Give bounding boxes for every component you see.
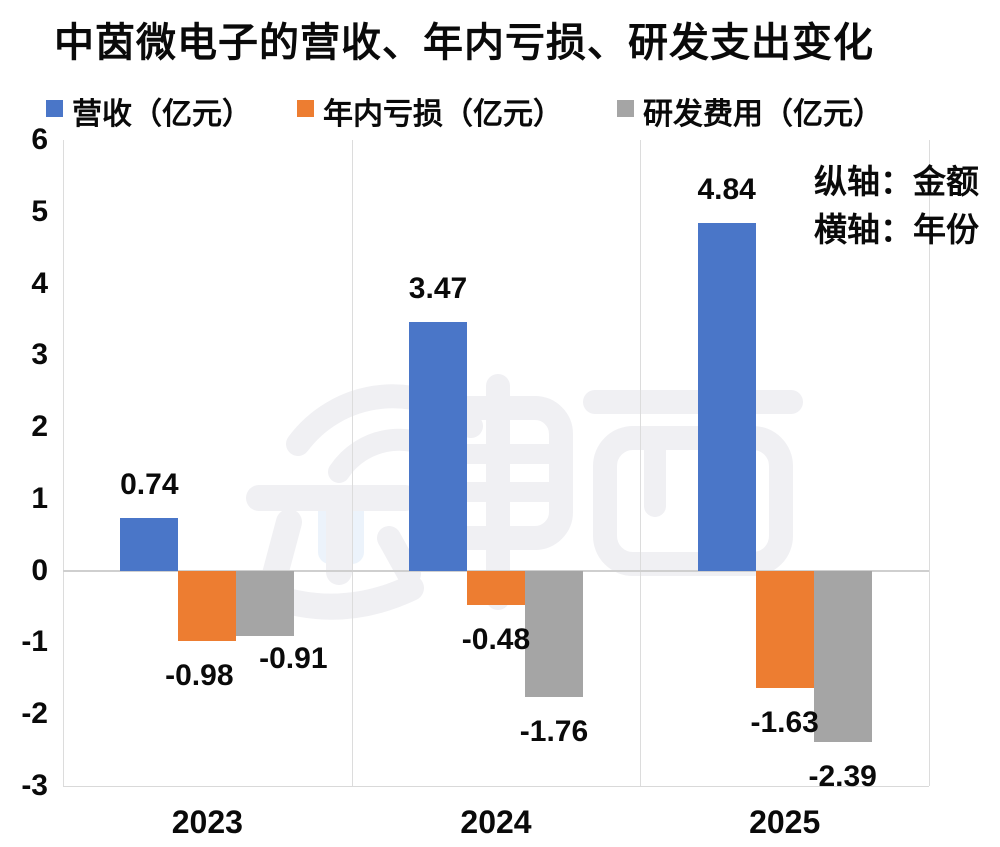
chart-title: 中茵微电子的营收、年内亏损、研发支出变化 — [54, 21, 874, 65]
y-tick-label: -3 — [21, 769, 48, 802]
plot-bottom-border — [63, 786, 929, 787]
legend-item-2: 研发费用（亿元） — [617, 99, 883, 133]
bar-value-label: -0.91 — [259, 641, 328, 675]
y-tick-label: 5 — [31, 194, 48, 228]
bar-2023-s1 — [178, 570, 237, 641]
bar-value-label: -0.48 — [461, 623, 531, 657]
gridline-vertical — [351, 140, 353, 786]
bar-value-label: -1.63 — [750, 705, 819, 739]
y-tick-label: 6 — [31, 123, 48, 156]
axis-note-horizontal: 横轴：年份 — [814, 211, 979, 248]
bar-value-label: 0.74 — [120, 467, 179, 501]
legend-label: 营收（亿元） — [72, 98, 252, 131]
bar-2023-s2 — [236, 570, 295, 636]
legend-label: 研发费用（亿元） — [643, 98, 883, 131]
bar-2025-s0 — [697, 223, 756, 571]
y-tick-label: 2 — [31, 410, 48, 444]
legend-swatch-icon — [617, 100, 634, 117]
bar-value-label: 4.84 — [697, 173, 756, 207]
bar-2024-s0 — [409, 321, 467, 571]
y-tick-label: 3 — [31, 338, 48, 372]
bar-value-label: 3.47 — [408, 271, 468, 305]
legend-label: 年内亏损（亿元） — [323, 98, 563, 131]
bar-value-label: -0.98 — [165, 659, 234, 692]
gridline-vertical — [640, 140, 642, 786]
gridline-vertical — [63, 140, 64, 786]
bar-2024-s2 — [525, 570, 583, 697]
bar-value-label: -2.39 — [808, 760, 877, 794]
axis-note-vertical: 纵轴：金额 — [814, 163, 979, 200]
legend-item-0: 营收（亿元） — [46, 99, 252, 133]
bar-value-label: -1.76 — [519, 714, 589, 748]
gridline-vertical — [929, 140, 930, 786]
bar-2024-s1 — [467, 570, 525, 606]
y-tick-label: 1 — [31, 481, 48, 515]
legend-swatch-icon — [46, 100, 63, 117]
y-tick-label: -1 — [21, 625, 48, 659]
legend-swatch-icon — [297, 100, 314, 117]
y-tick-label: 0 — [31, 553, 48, 587]
x-tick-label: 2024 — [460, 804, 532, 840]
bar-2025-s2 — [813, 570, 872, 743]
legend-item-1: 年内亏损（亿元） — [297, 99, 563, 133]
y-tick-label: 4 — [31, 266, 48, 300]
bar-2023-s0 — [120, 517, 179, 571]
x-tick-label: 2025 — [749, 804, 821, 840]
axis-note: 纵轴：金额 横轴：年份 — [814, 158, 979, 254]
x-tick-label: 2023 — [171, 804, 243, 840]
y-tick-label: -2 — [21, 697, 48, 731]
bar-2025-s1 — [755, 570, 814, 688]
